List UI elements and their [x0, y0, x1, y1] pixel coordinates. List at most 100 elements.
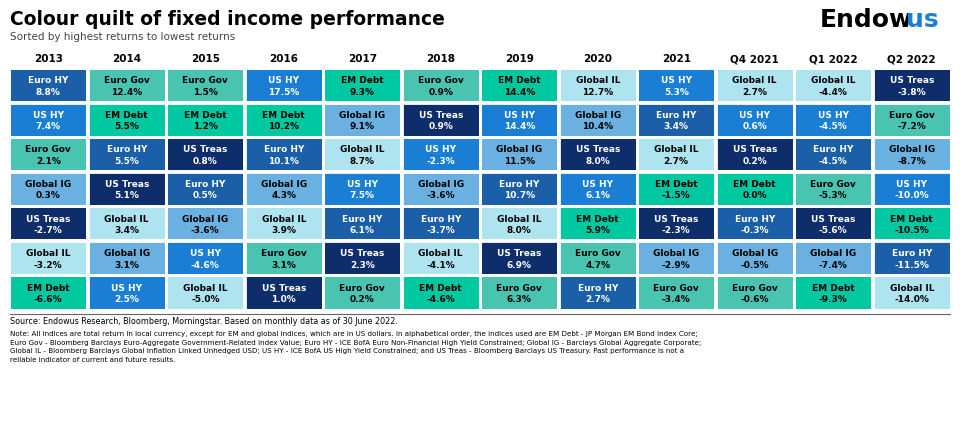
- Text: 6.3%: 6.3%: [507, 295, 532, 304]
- Text: EM Debt: EM Debt: [655, 180, 698, 189]
- Text: -6.6%: -6.6%: [34, 295, 62, 304]
- Bar: [324, 70, 400, 101]
- Text: 9.3%: 9.3%: [349, 88, 374, 97]
- Text: 4.7%: 4.7%: [586, 260, 611, 270]
- Text: 2.7%: 2.7%: [663, 157, 688, 166]
- Text: Note: All indices are total return in local currency, except for EM and global i: Note: All indices are total return in lo…: [10, 331, 702, 362]
- Bar: [638, 139, 714, 170]
- Bar: [403, 242, 478, 274]
- Bar: [796, 70, 871, 101]
- Text: Euro Gov: Euro Gov: [810, 180, 856, 189]
- Text: 10.2%: 10.2%: [268, 122, 300, 131]
- Text: Sorted by highest returns to lowest returns: Sorted by highest returns to lowest retu…: [10, 32, 235, 42]
- Text: 3.4%: 3.4%: [114, 226, 139, 235]
- Bar: [167, 104, 243, 135]
- Text: 12.4%: 12.4%: [111, 88, 142, 97]
- Text: -4.1%: -4.1%: [426, 260, 455, 270]
- Bar: [324, 173, 400, 205]
- Bar: [874, 173, 949, 205]
- Text: -4.6%: -4.6%: [191, 260, 220, 270]
- Text: -7.2%: -7.2%: [898, 122, 926, 131]
- Text: 2.7%: 2.7%: [586, 295, 611, 304]
- Text: US HY: US HY: [111, 284, 142, 293]
- Text: -2.3%: -2.3%: [662, 226, 690, 235]
- Text: Euro HY: Euro HY: [499, 180, 540, 189]
- Text: 2015: 2015: [191, 54, 220, 64]
- Text: US HY: US HY: [504, 111, 535, 120]
- Text: -3.2%: -3.2%: [34, 260, 62, 270]
- Bar: [874, 242, 949, 274]
- Bar: [403, 173, 478, 205]
- Text: EM Debt: EM Debt: [891, 214, 933, 224]
- Text: 2016: 2016: [269, 54, 299, 64]
- Text: US Treas: US Treas: [261, 284, 306, 293]
- Bar: [167, 139, 243, 170]
- Bar: [560, 139, 636, 170]
- Text: 2020: 2020: [584, 54, 612, 64]
- Text: Euro HY: Euro HY: [264, 146, 304, 154]
- Text: US Treas: US Treas: [732, 146, 777, 154]
- Text: 12.7%: 12.7%: [582, 88, 613, 97]
- Text: -14.0%: -14.0%: [895, 295, 929, 304]
- Text: EM Debt: EM Debt: [262, 111, 305, 120]
- Text: 6.1%: 6.1%: [349, 226, 374, 235]
- Text: Global IG: Global IG: [575, 111, 621, 120]
- Bar: [560, 173, 636, 205]
- Bar: [11, 173, 86, 205]
- Text: EM Debt: EM Debt: [106, 111, 148, 120]
- Text: US HY: US HY: [425, 146, 456, 154]
- Text: 5.5%: 5.5%: [114, 122, 139, 131]
- Bar: [11, 139, 86, 170]
- Text: -11.5%: -11.5%: [895, 260, 929, 270]
- Text: US HY: US HY: [268, 76, 300, 85]
- Text: Euro HY: Euro HY: [107, 146, 147, 154]
- Text: EM Debt: EM Debt: [733, 180, 776, 189]
- Bar: [560, 104, 636, 135]
- Bar: [167, 70, 243, 101]
- Bar: [246, 139, 322, 170]
- Text: Colour quilt of fixed income performance: Colour quilt of fixed income performance: [10, 10, 444, 29]
- Bar: [874, 70, 949, 101]
- Bar: [324, 139, 400, 170]
- Bar: [324, 208, 400, 239]
- Bar: [482, 277, 557, 308]
- Text: -2.9%: -2.9%: [661, 260, 690, 270]
- Bar: [403, 104, 478, 135]
- Bar: [246, 277, 322, 308]
- Text: 2013: 2013: [34, 54, 62, 64]
- Text: -3.6%: -3.6%: [426, 192, 455, 200]
- Text: Global IG: Global IG: [104, 249, 150, 258]
- Bar: [717, 208, 793, 239]
- Text: -0.6%: -0.6%: [740, 295, 769, 304]
- Bar: [717, 104, 793, 135]
- Bar: [796, 173, 871, 205]
- Text: Euro HY: Euro HY: [734, 214, 775, 224]
- Text: -2.3%: -2.3%: [426, 157, 455, 166]
- Text: Global IL: Global IL: [811, 76, 855, 85]
- Text: 2018: 2018: [426, 54, 455, 64]
- Bar: [874, 277, 949, 308]
- Text: Global IG: Global IG: [496, 146, 542, 154]
- Bar: [11, 104, 86, 135]
- Text: 0.0%: 0.0%: [742, 192, 767, 200]
- Text: EM Debt: EM Debt: [498, 76, 540, 85]
- Text: 8.8%: 8.8%: [36, 88, 60, 97]
- Text: EM Debt: EM Debt: [341, 76, 384, 85]
- Bar: [560, 70, 636, 101]
- Text: -1.5%: -1.5%: [662, 192, 690, 200]
- Text: Euro Gov: Euro Gov: [261, 249, 306, 258]
- Bar: [11, 70, 86, 101]
- Bar: [11, 277, 86, 308]
- Bar: [482, 70, 557, 101]
- Text: US Treas: US Treas: [890, 76, 934, 85]
- Bar: [246, 70, 322, 101]
- Bar: [874, 139, 949, 170]
- Text: Q2 2022: Q2 2022: [887, 54, 936, 64]
- Text: 7.5%: 7.5%: [349, 192, 374, 200]
- Text: US HY: US HY: [739, 111, 770, 120]
- Bar: [482, 208, 557, 239]
- Text: Euro Gov: Euro Gov: [418, 76, 464, 85]
- Bar: [246, 242, 322, 274]
- Text: Global IG: Global IG: [182, 214, 228, 224]
- Bar: [89, 208, 164, 239]
